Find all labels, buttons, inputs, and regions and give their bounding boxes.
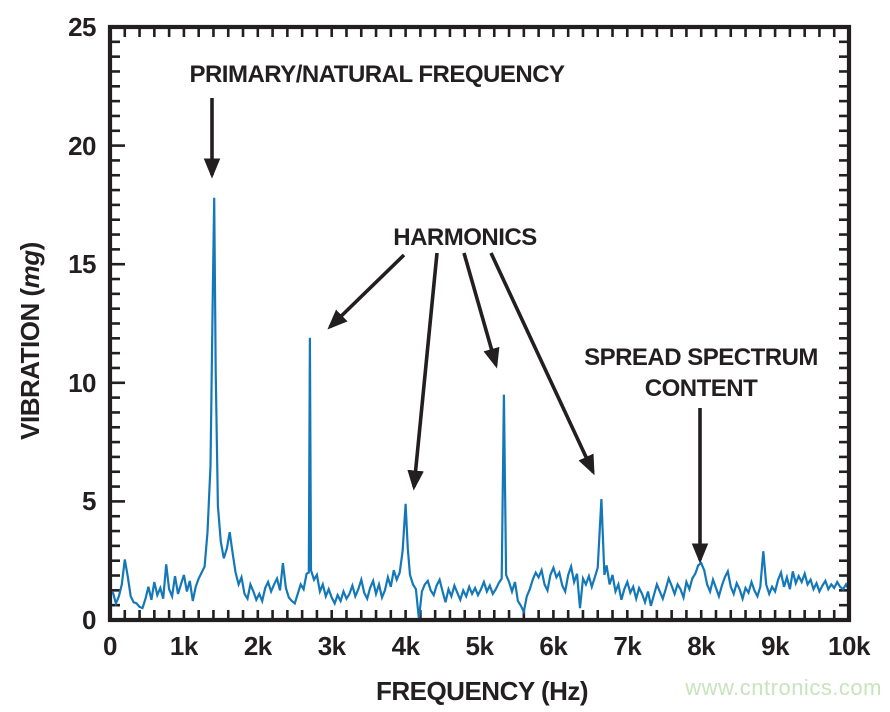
x-tick-label: 10k (828, 631, 870, 661)
x-tick-label: 1k (169, 631, 198, 661)
annotation-spread-spectrum-content: SPREAD SPECTRUM CONTENT (568, 342, 834, 404)
x-axis-title: FREQUENCY (Hz) (375, 676, 589, 706)
annotation-harmonics: HARMONICS (393, 224, 537, 251)
annotation-primary-natural-frequency: PRIMARY/NATURAL FREQUENCY (189, 61, 565, 88)
x-tick-label: 8k (687, 631, 716, 661)
y-axis-title-prefix: VIBRATION ( (15, 288, 45, 440)
y-tick-label: 20 (68, 130, 96, 161)
x-tick-label: 4k (391, 631, 420, 661)
y-tick-label: 5 (82, 486, 96, 517)
y-axis-title: VIBRATION (mg) (15, 171, 45, 511)
x-tick-label: 7k (613, 631, 642, 661)
annotation-spread-line2: CONTENT (644, 375, 758, 402)
y-tick-label: 10 (68, 367, 96, 398)
annotation-spread-line1: SPREAD SPECTRUM (584, 344, 818, 371)
x-tick-label: 3k (317, 631, 346, 661)
y-tick-label: 25 (68, 12, 96, 42)
watermark-text: www.cntronics.com (685, 675, 882, 700)
x-tick-label: 5k (465, 631, 494, 661)
y-tick-label: 0 (82, 605, 96, 635)
x-tick-label: 9k (761, 631, 790, 661)
y-tick-label: 15 (68, 249, 96, 280)
x-tick-label: 2k (243, 631, 272, 661)
x-tick-label: 0 (103, 631, 117, 661)
x-tick-label: 6k (539, 631, 568, 661)
